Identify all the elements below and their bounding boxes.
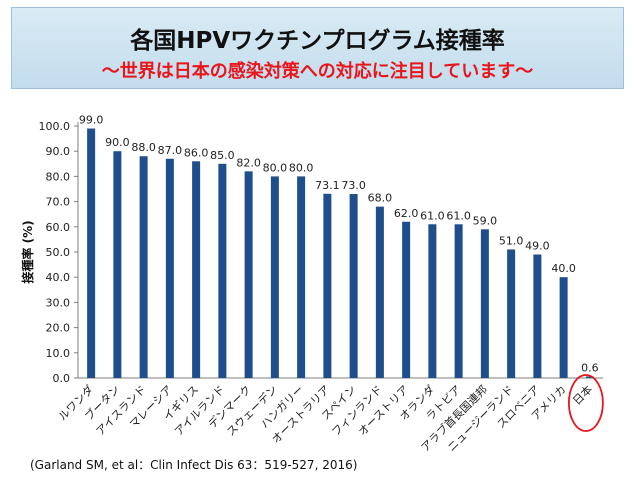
- chart-title: 各国HPVワクチンプログラム接種率: [130, 28, 505, 54]
- data-label: 0.6: [581, 361, 599, 374]
- y-tick-label: 90.0: [46, 145, 71, 158]
- y-tick-label: 50.0: [46, 246, 71, 259]
- data-label: 68.0: [368, 192, 393, 205]
- bar: [428, 224, 437, 378]
- bar: [323, 193, 332, 378]
- bar: [507, 249, 516, 378]
- data-label: 88.0: [131, 141, 156, 154]
- data-label: 73.1: [315, 179, 340, 192]
- data-label: 59.0: [473, 214, 498, 227]
- y-tick-label: 60.0: [46, 221, 71, 234]
- y-tick-label: 80.0: [46, 170, 71, 183]
- highlight-circle: [567, 374, 604, 432]
- bar: [87, 128, 96, 378]
- data-label: 87.0: [158, 144, 183, 157]
- data-label: 90.0: [105, 136, 130, 149]
- bar: [349, 194, 358, 378]
- data-label: 61.0: [446, 209, 471, 222]
- bar: [218, 163, 227, 378]
- bar: [480, 229, 489, 378]
- y-tick-label: 20.0: [46, 322, 71, 335]
- data-label: 73.0: [341, 179, 366, 192]
- bar: [297, 176, 306, 378]
- citation: (Garland SM, et al：Clin Infect Dis 63：51…: [30, 458, 358, 472]
- data-label: 40.0: [551, 262, 576, 275]
- title-box: 各国HPVワクチンプログラム接種率 ～世界は日本の感染対策への対応に注目していま…: [11, 7, 624, 89]
- data-label: 80.0: [289, 161, 314, 174]
- data-label: 85.0: [210, 149, 235, 162]
- bar: [244, 171, 253, 378]
- data-label: 61.0: [420, 209, 445, 222]
- data-label: 62.0: [394, 207, 419, 220]
- bar: [113, 151, 122, 378]
- bar: [559, 277, 568, 378]
- y-tick-label: 70.0: [46, 196, 71, 209]
- data-label: 99.0: [79, 114, 104, 127]
- y-tick-label: 100.0: [39, 120, 71, 133]
- bar: [165, 158, 174, 378]
- y-tick-label: 0.0: [53, 372, 71, 385]
- data-label: 80.0: [263, 161, 288, 174]
- y-axis-title: 接種率 (%): [20, 220, 35, 283]
- data-label: 86.0: [184, 146, 209, 159]
- y-tick-label: 30.0: [46, 296, 71, 309]
- bar: [585, 376, 594, 378]
- bar: [139, 156, 148, 378]
- data-label: 82.0: [236, 156, 261, 169]
- y-tick-label: 10.0: [46, 347, 71, 360]
- chart-subtitle: ～世界は日本の感染対策への対応に注目しています～: [101, 61, 534, 82]
- category-label: 日本: [570, 382, 595, 407]
- bar: [402, 221, 411, 378]
- data-label: 51.0: [499, 234, 524, 247]
- bar: [375, 206, 384, 378]
- bar: [454, 224, 463, 378]
- bar: [270, 176, 279, 378]
- bar: [192, 161, 201, 378]
- data-label: 49.0: [525, 240, 550, 253]
- y-tick-label: 40.0: [46, 271, 71, 284]
- bar: [533, 254, 542, 378]
